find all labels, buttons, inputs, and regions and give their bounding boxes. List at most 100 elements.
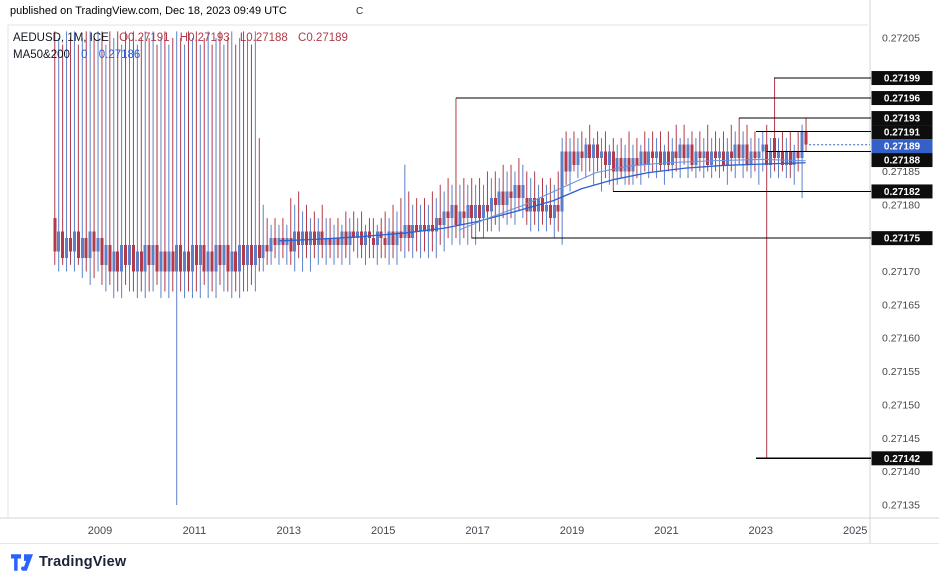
candle[interactable] xyxy=(635,138,639,179)
candle[interactable] xyxy=(482,184,485,239)
candle[interactable] xyxy=(277,224,281,265)
candle[interactable] xyxy=(206,31,210,299)
candle[interactable] xyxy=(415,198,419,252)
candle[interactable] xyxy=(214,38,218,299)
candle[interactable] xyxy=(112,38,116,299)
candle[interactable] xyxy=(537,184,541,232)
candle[interactable] xyxy=(698,131,702,172)
candle[interactable] xyxy=(320,204,324,259)
candle[interactable] xyxy=(505,171,509,225)
candle[interactable] xyxy=(552,184,556,239)
candle[interactable] xyxy=(246,38,249,292)
candle[interactable] xyxy=(513,171,517,225)
candle[interactable] xyxy=(226,38,230,292)
legend-symbol-row[interactable]: AEDUSD, 1M, ICE O0.27191 H0.27193 L0.271… xyxy=(13,30,348,47)
candle[interactable] xyxy=(65,31,69,272)
candle[interactable] xyxy=(230,31,234,299)
candle[interactable] xyxy=(124,31,128,285)
candle[interactable] xyxy=(694,138,698,179)
candle[interactable] xyxy=(202,38,206,285)
candle[interactable] xyxy=(53,31,57,265)
candle[interactable] xyxy=(466,184,470,245)
candle[interactable] xyxy=(159,38,163,299)
candle[interactable] xyxy=(615,144,619,185)
candle[interactable] xyxy=(670,138,674,179)
candle[interactable] xyxy=(194,31,198,292)
candle[interactable] xyxy=(725,138,729,185)
candle[interactable] xyxy=(61,44,65,265)
candle[interactable] xyxy=(120,44,124,299)
candle[interactable] xyxy=(234,44,238,292)
candle[interactable] xyxy=(458,184,462,245)
candle[interactable] xyxy=(423,198,426,252)
candle[interactable] xyxy=(147,38,151,292)
candle[interactable] xyxy=(753,131,757,172)
candle[interactable] xyxy=(666,131,670,172)
candle[interactable] xyxy=(757,138,761,185)
candle[interactable] xyxy=(356,218,360,259)
candle[interactable] xyxy=(222,44,226,292)
candle[interactable] xyxy=(171,38,175,292)
candle[interactable] xyxy=(69,38,72,265)
candle[interactable] xyxy=(560,138,564,245)
candle[interactable] xyxy=(108,31,112,285)
candle[interactable] xyxy=(643,131,647,172)
candle[interactable] xyxy=(678,138,682,179)
candle[interactable] xyxy=(344,211,348,259)
candle[interactable] xyxy=(682,124,686,165)
price-axis[interactable]: 0.27205 0.27185 0.27180 0.27170 0.27165 0.271… xyxy=(871,33,933,512)
candle[interactable] xyxy=(462,178,466,239)
candle[interactable] xyxy=(96,31,100,272)
candle[interactable] xyxy=(800,124,804,199)
candle[interactable] xyxy=(784,138,788,179)
candle[interactable] xyxy=(544,184,548,232)
candle[interactable] xyxy=(442,191,446,252)
candle[interactable] xyxy=(576,138,580,179)
candle[interactable] xyxy=(128,38,131,292)
candle[interactable] xyxy=(773,78,777,172)
tradingview-logo[interactable]: TradingView xyxy=(11,553,126,571)
candle[interactable] xyxy=(580,131,584,172)
candle[interactable] xyxy=(218,31,222,285)
candle[interactable] xyxy=(391,204,395,259)
candle[interactable] xyxy=(525,171,529,225)
candle[interactable] xyxy=(792,144,796,185)
candle[interactable] xyxy=(623,144,627,185)
candle[interactable] xyxy=(395,211,399,265)
candle[interactable] xyxy=(84,31,88,272)
candle[interactable] xyxy=(131,31,135,292)
candle[interactable] xyxy=(179,38,183,292)
candle[interactable] xyxy=(777,138,780,179)
candle[interactable] xyxy=(607,144,611,185)
candle[interactable] xyxy=(769,138,773,179)
candle[interactable] xyxy=(308,218,312,272)
candle[interactable] xyxy=(269,224,273,265)
candle[interactable] xyxy=(281,218,285,259)
candle[interactable] xyxy=(450,184,454,245)
time-axis[interactable]: 2009 2011 2013 2015 2017 2019 2021 2023 2025 xyxy=(88,525,868,537)
candle[interactable] xyxy=(403,164,407,259)
candle[interactable] xyxy=(596,131,600,172)
candle[interactable] xyxy=(631,144,635,185)
candle[interactable] xyxy=(470,178,474,239)
candle[interactable] xyxy=(175,31,179,505)
candle[interactable] xyxy=(371,218,375,259)
candle[interactable] xyxy=(210,44,214,292)
candle[interactable] xyxy=(293,204,297,272)
candle[interactable] xyxy=(297,191,301,259)
candle[interactable] xyxy=(76,44,80,265)
candle[interactable] xyxy=(167,44,171,299)
candles-layer[interactable] xyxy=(53,31,808,505)
candle[interactable] xyxy=(588,124,592,172)
candle[interactable] xyxy=(375,224,379,265)
candle[interactable] xyxy=(261,204,265,272)
candle[interactable] xyxy=(611,138,615,192)
candle[interactable] xyxy=(407,191,411,252)
candle[interactable] xyxy=(529,178,533,232)
candle[interactable] xyxy=(352,211,356,252)
candle[interactable] xyxy=(80,38,84,279)
candle[interactable] xyxy=(489,178,493,232)
candle[interactable] xyxy=(659,131,662,172)
candle[interactable] xyxy=(116,31,120,292)
candle[interactable] xyxy=(564,131,568,185)
